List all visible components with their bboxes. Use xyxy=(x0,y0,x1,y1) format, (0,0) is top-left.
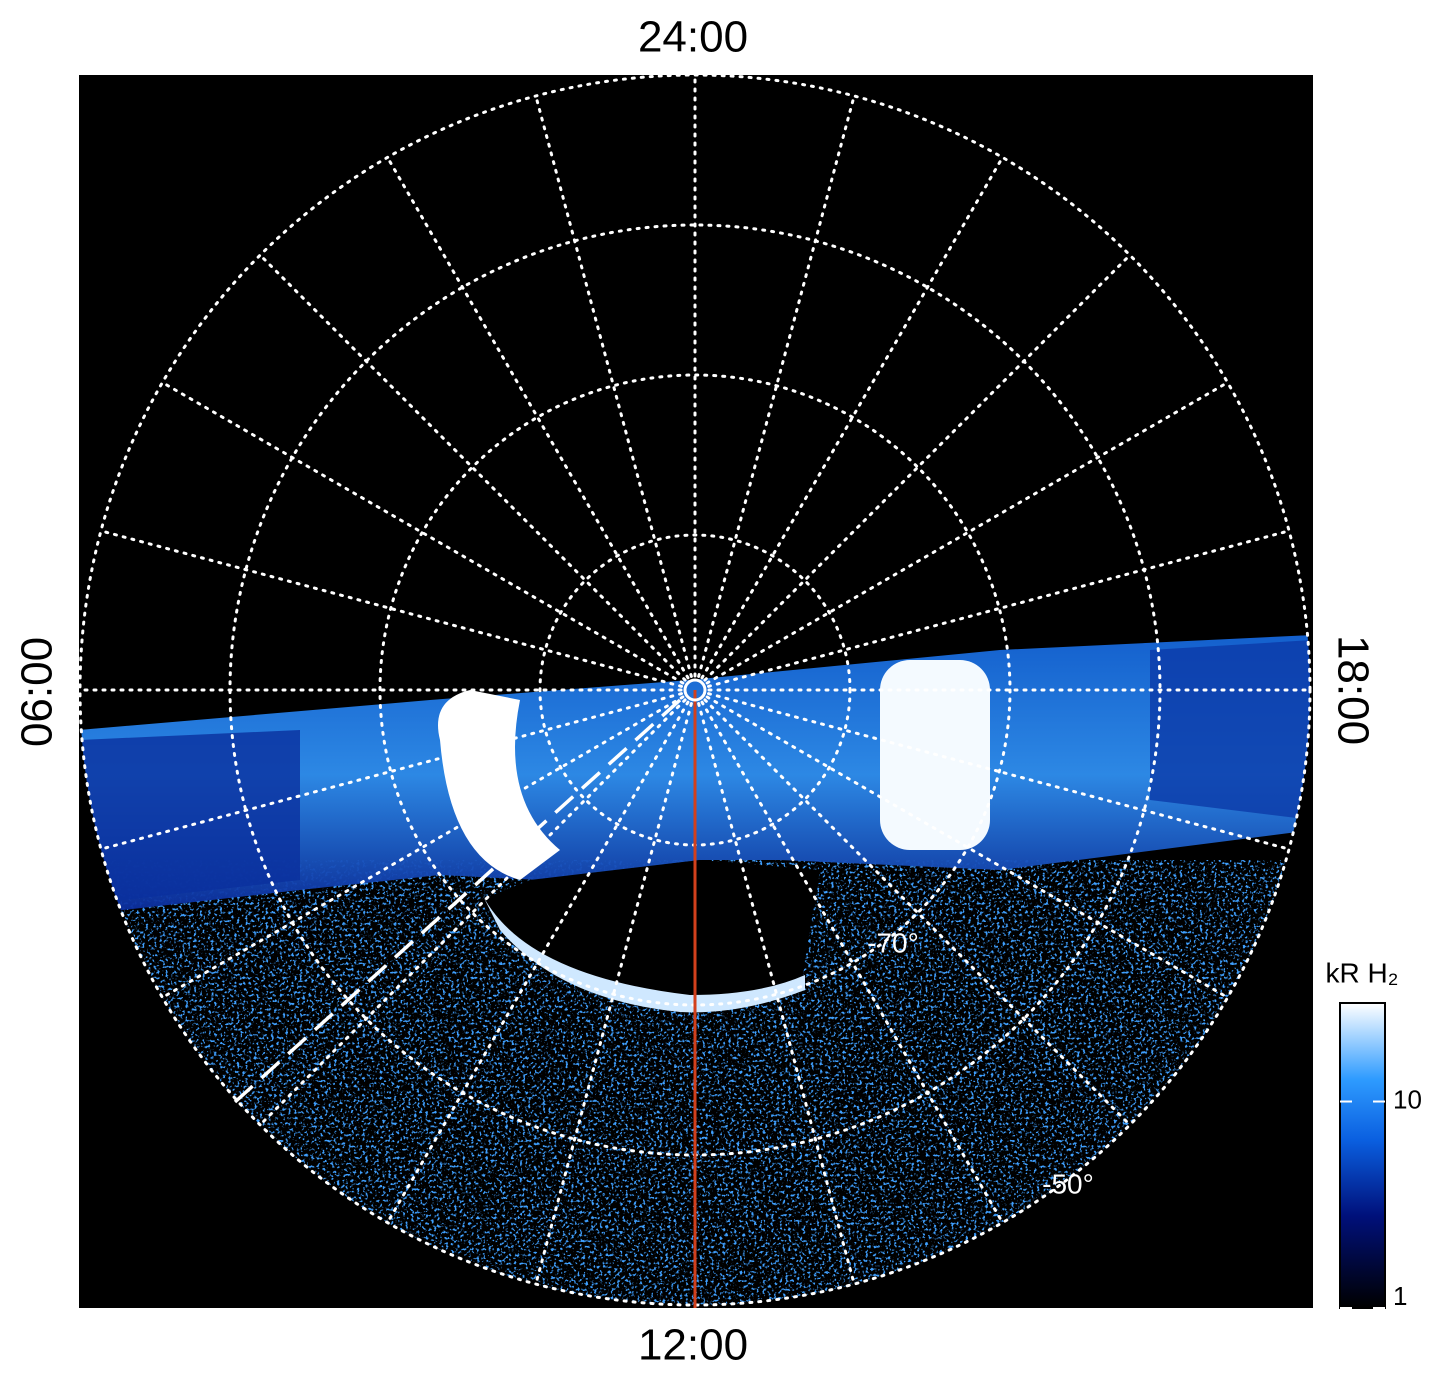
pole-marker xyxy=(683,678,707,702)
bright-spot xyxy=(438,690,560,880)
latitude-label: -50° xyxy=(1042,1168,1094,1199)
meridian xyxy=(160,381,685,685)
meridian xyxy=(386,700,690,1225)
meridian xyxy=(700,155,1004,680)
meridian xyxy=(386,155,690,680)
band-dark xyxy=(1150,640,1310,820)
meridian xyxy=(697,702,856,1286)
meridian xyxy=(705,695,1230,999)
colorbar-tick-label: 1 xyxy=(1393,1281,1407,1311)
meridian xyxy=(703,698,1132,1127)
meridian xyxy=(99,529,683,688)
lt-label: 06:00 xyxy=(13,637,62,747)
meridian xyxy=(160,695,685,999)
meridian xyxy=(700,700,1004,1225)
colorbar-label: kR H₂ xyxy=(1325,957,1398,988)
colorbar-tick-label: 10 xyxy=(1393,1084,1422,1114)
lt-label: 24:00 xyxy=(638,13,748,62)
meridian xyxy=(707,529,1291,688)
colorbar-ticks: 1 10 xyxy=(1340,1084,1422,1311)
lt-label: 18:00 xyxy=(1328,635,1377,745)
meridian xyxy=(534,94,693,678)
meridian xyxy=(534,702,693,1286)
band-dark xyxy=(80,730,300,905)
meridian xyxy=(258,253,687,682)
meridian xyxy=(697,94,856,678)
dashed-line xyxy=(233,698,682,1104)
meridian xyxy=(99,692,683,851)
meridian xyxy=(258,698,687,1127)
meridian xyxy=(703,253,1132,682)
arc xyxy=(480,890,805,1013)
meridian xyxy=(705,381,1230,685)
meridian xyxy=(707,692,1291,851)
lt-label: 12:00 xyxy=(638,1321,748,1370)
colorbar xyxy=(1339,1002,1386,1309)
latitude-label: -70° xyxy=(867,927,919,958)
